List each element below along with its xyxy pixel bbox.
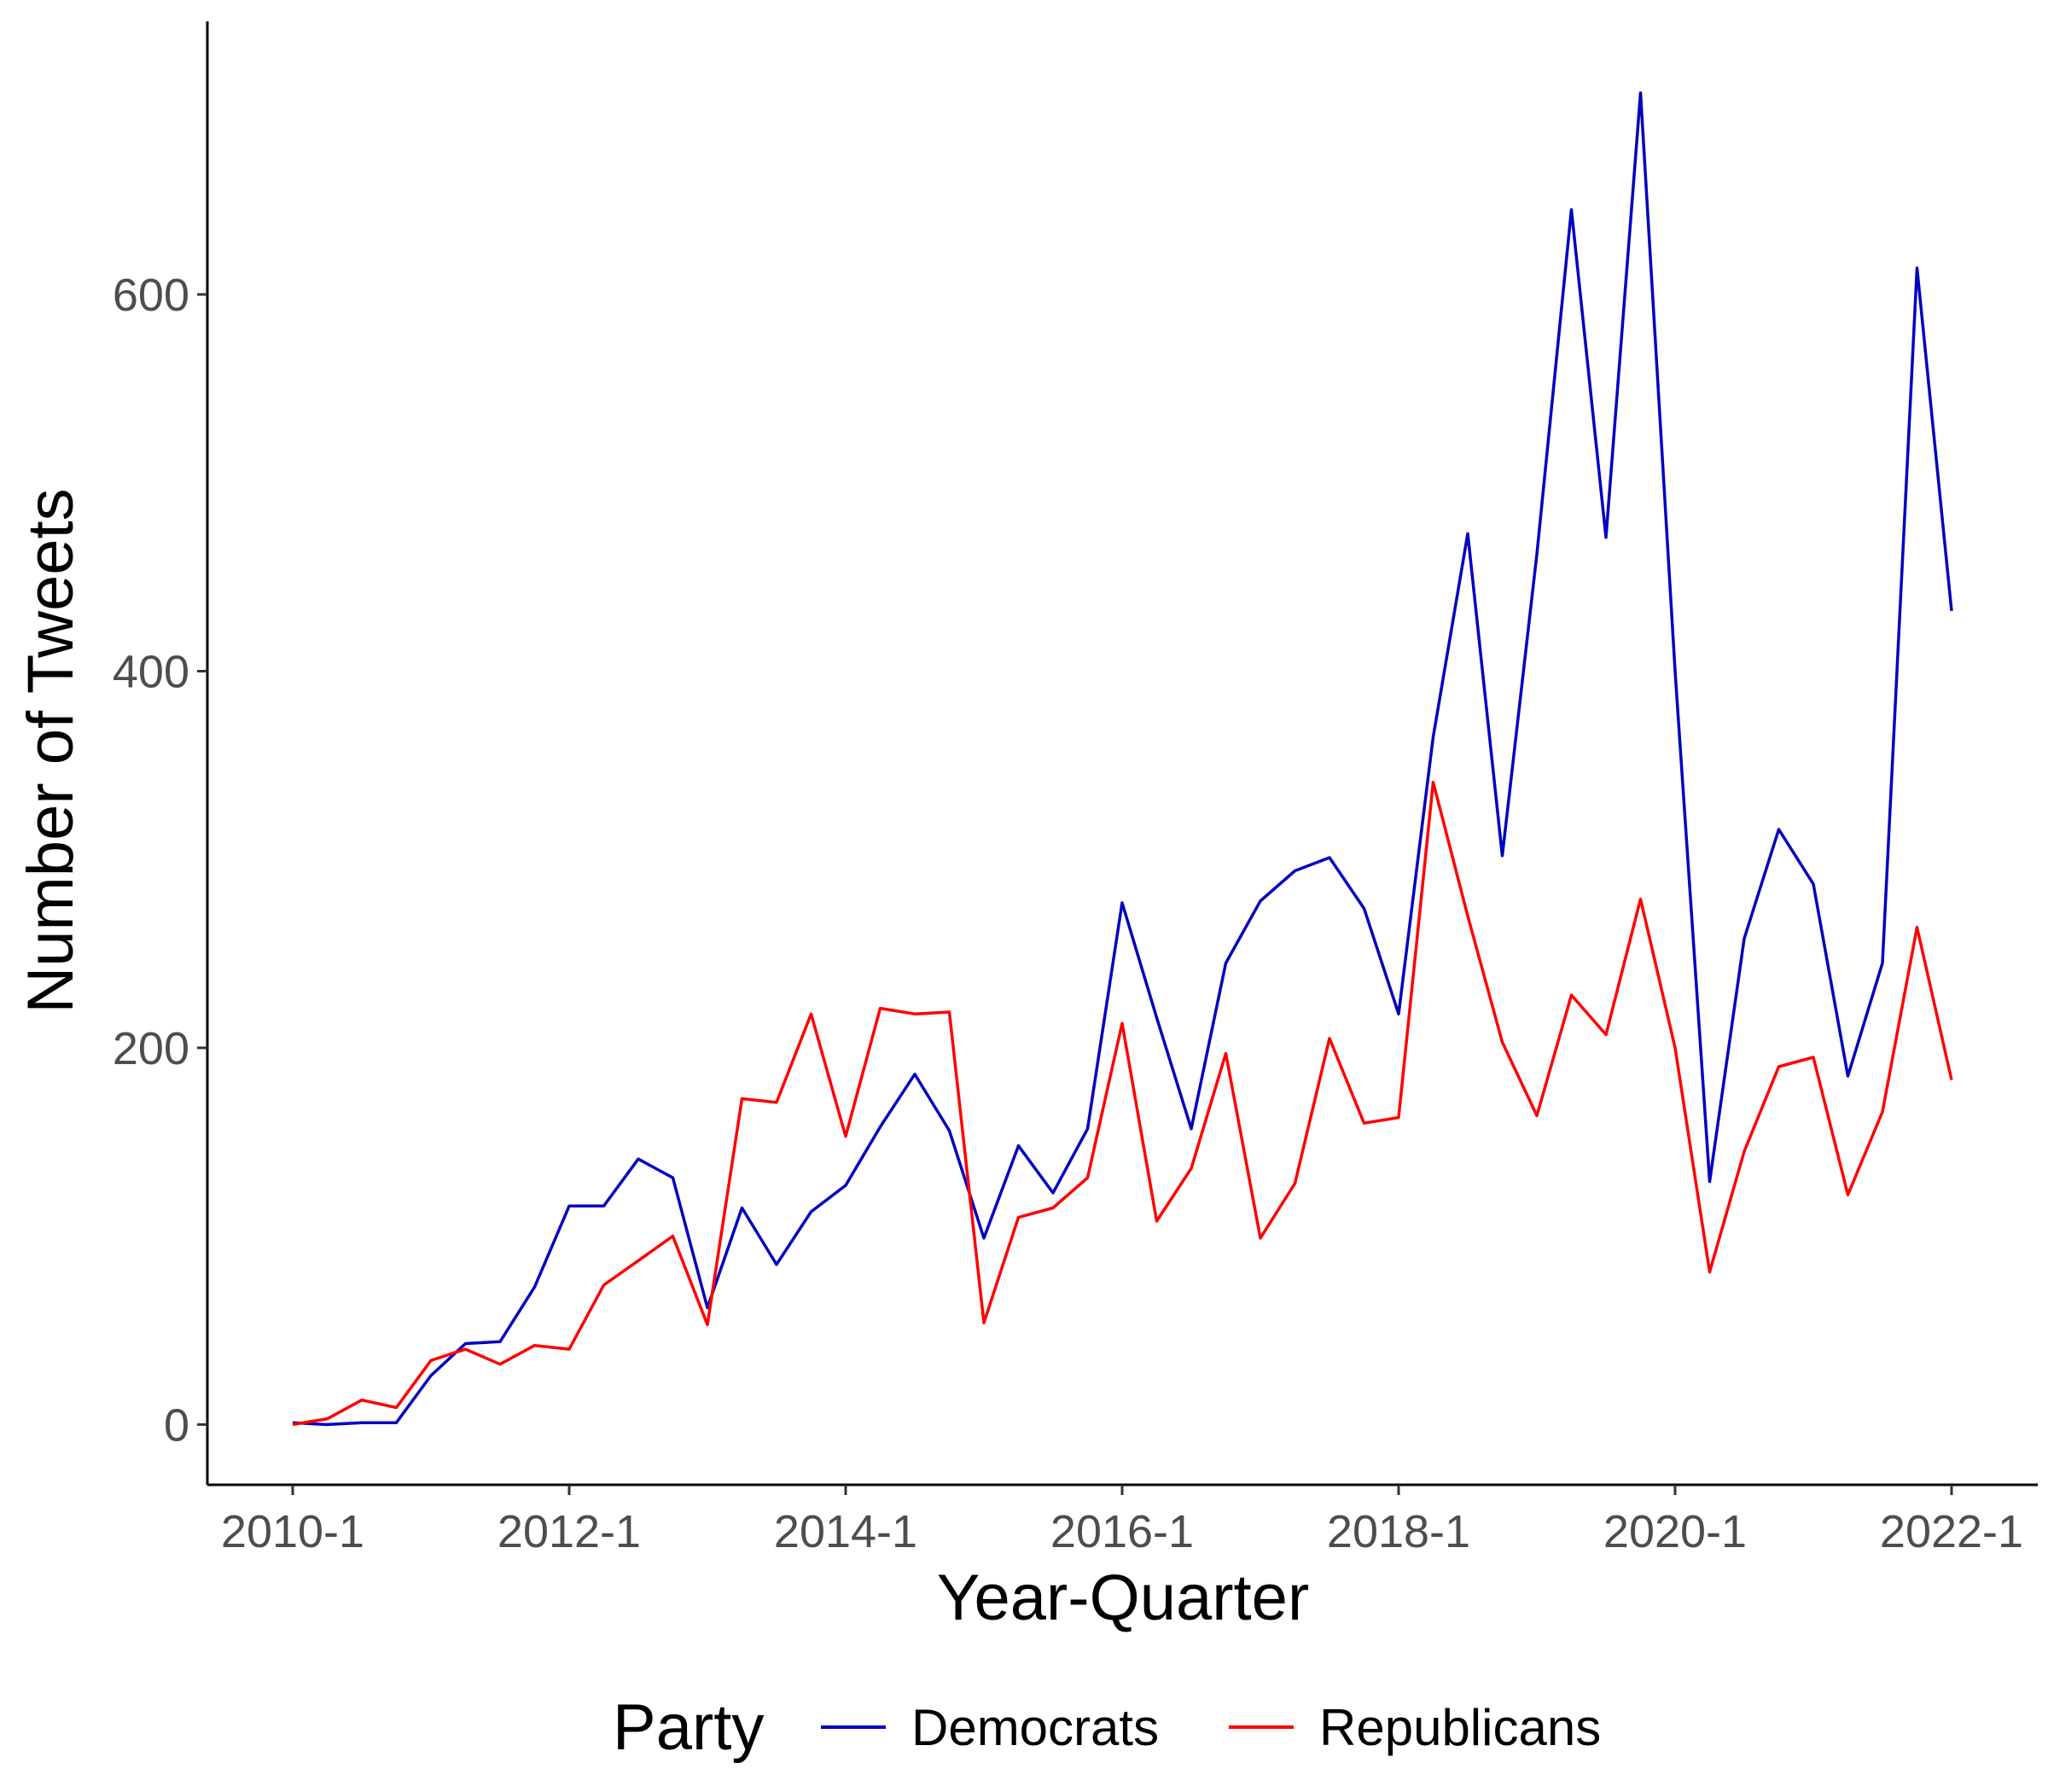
y-tick-label: 600 <box>113 270 189 321</box>
series-line-republicans <box>292 780 1953 1427</box>
x-tick-label: 2016-1 <box>1050 1506 1194 1557</box>
y-tick-label: 400 <box>113 646 189 697</box>
x-axis-ticks: 2010-1 2012-1 2014-1 2016-1 2018-1 2020-1 2022… <box>221 1485 2023 1557</box>
y-axis-title: Number of Tweets <box>15 488 87 1013</box>
y-tick-label: 200 <box>113 1023 189 1074</box>
y-axis-ticks: 0 200 400 600 <box>113 270 207 1451</box>
legend-label-democrats: Democrats <box>911 1699 1159 1756</box>
legend-label-republicans: Republicans <box>1319 1699 1601 1756</box>
x-tick-label: 2020-1 <box>1603 1506 1747 1557</box>
legend-title: Party <box>613 1691 764 1764</box>
x-tick-label: 2014-1 <box>774 1506 917 1557</box>
x-tick-label: 2012-1 <box>497 1506 641 1557</box>
series-layer <box>292 91 1953 1427</box>
x-tick-label: 2018-1 <box>1327 1506 1470 1557</box>
series-line-democrats <box>292 91 1953 1427</box>
x-axis-title: Year-Quarter <box>937 1562 1310 1634</box>
x-tick-label: 2010-1 <box>221 1506 364 1557</box>
y-tick-label: 0 <box>164 1399 189 1451</box>
legend: Party Democrats Republicans <box>613 1691 1601 1764</box>
x-tick-label: 2022-1 <box>1880 1506 2023 1557</box>
